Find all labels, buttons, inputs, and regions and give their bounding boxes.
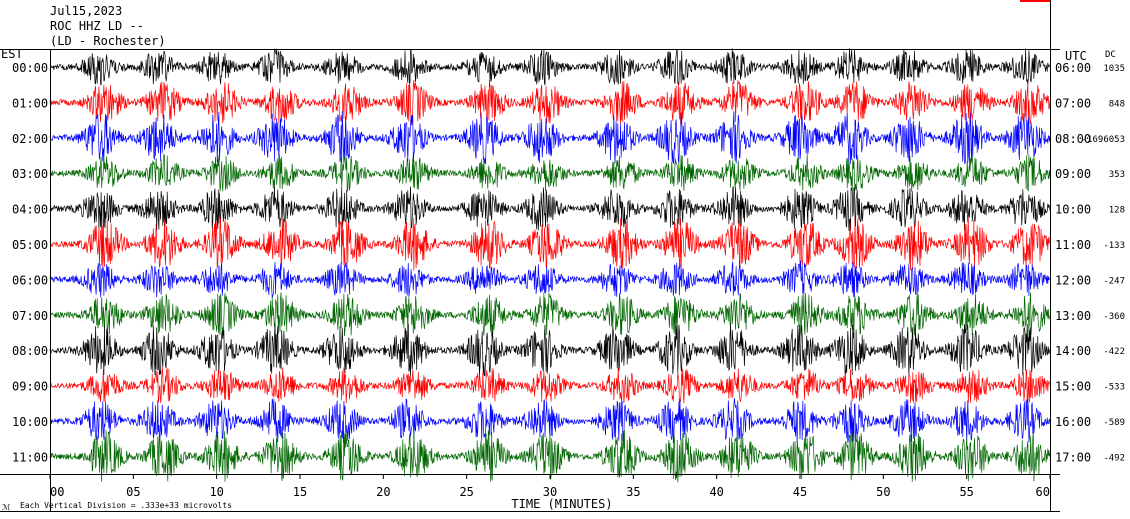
utc-label-6: 12:00 [1055, 273, 1091, 287]
x-tick-label-8: 40 [709, 485, 723, 499]
est-label-7: 07:00 [12, 309, 48, 323]
trace-row-9 [49, 367, 1051, 404]
utc-hour-labels: 06:00 07:00 08:00 09:00 10:00 11:00 12:00 13:00… [1055, 61, 1091, 464]
utc-label-11: 17:00 [1055, 450, 1091, 464]
x-tick-label-4: 20 [376, 485, 390, 499]
utc-label-9: 15:00 [1055, 380, 1091, 394]
utc-label-5: 11:00 [1055, 238, 1091, 252]
dc-label-11: -492 [1103, 453, 1125, 463]
title-line-date: Jul15,2023 [50, 4, 122, 18]
dc-label-7: -360 [1103, 312, 1125, 322]
est-label-2: 02:00 [12, 132, 48, 146]
est-label-6: 06:00 [12, 273, 48, 287]
top-right-marker [1020, 0, 1050, 2]
x-tick-label-0: 00 [50, 485, 64, 499]
est-label-4: 04:00 [12, 203, 48, 217]
dc-label-5: -133 [1103, 241, 1125, 251]
x-axis-label: TIME (MINUTES) [511, 497, 612, 511]
trace-row-8 [49, 323, 1051, 377]
dc-label-0: 1035 [1103, 64, 1125, 74]
est-label-11: 11:00 [12, 450, 48, 464]
trace-row-2 [49, 110, 1051, 165]
left-axis-label: EST [1, 47, 23, 61]
utc-label-10: 16:00 [1055, 415, 1091, 429]
dc-label-1: 848 [1109, 99, 1125, 109]
dc-label-4: 128 [1109, 206, 1125, 216]
est-label-8: 08:00 [12, 344, 48, 358]
x-axis-ticks: 00 05 10 15 20 25 30 35 40 45 50 55 60 [49, 474, 1051, 499]
trace-row-7 [49, 292, 1051, 337]
est-label-9: 09:00 [12, 380, 48, 394]
x-tick-label-3: 15 [293, 485, 307, 499]
header: Jul15,2023 ROC HHZ LD -- (LD - Rochester… [1, 4, 1116, 63]
utc-label-8: 14:00 [1055, 344, 1091, 358]
utc-label-1: 07:00 [1055, 96, 1091, 110]
dc-label: DC [1105, 50, 1116, 60]
est-label-10: 10:00 [12, 415, 48, 429]
dc-label-8: -422 [1103, 347, 1125, 357]
est-label-3: 03:00 [12, 167, 48, 181]
footer-scale-note: Each Vertical Division = .333e+33 microv… [20, 501, 232, 510]
dc-label-10: -589 [1103, 418, 1125, 428]
x-tick-label-9: 45 [793, 485, 807, 499]
trace-row-6 [49, 260, 1051, 298]
title-line-location: (LD - Rochester) [50, 34, 166, 48]
utc-label-7: 13:00 [1055, 309, 1091, 323]
dc-offset-labels: 1035 848 -1696053 353 128 -133 -247 -360 -422 -53… [1082, 64, 1125, 463]
utc-label-4: 10:00 [1055, 203, 1091, 217]
x-tick-label-11: 55 [959, 485, 973, 499]
est-label-5: 05:00 [12, 238, 48, 252]
dc-label-3: 353 [1109, 170, 1125, 180]
utc-label-0: 06:00 [1055, 61, 1091, 75]
dc-label-2: -1696053 [1082, 135, 1125, 145]
footer-mark: ℳ [2, 503, 11, 512]
right-axis-label: UTC [1065, 49, 1087, 63]
est-label-0: 00:00 [12, 61, 48, 75]
x-tick-label-10: 50 [876, 485, 890, 499]
trace-row-0 [49, 48, 1051, 86]
est-label-1: 01:00 [12, 96, 48, 110]
trace-row-1 [49, 79, 1051, 125]
x-tick-label-2: 10 [209, 485, 223, 499]
dc-label-6: -247 [1103, 276, 1125, 286]
x-tick-label-5: 25 [459, 485, 473, 499]
x-tick-label-1: 05 [126, 485, 140, 499]
utc-label-3: 09:00 [1055, 167, 1091, 181]
trace-row-10 [49, 398, 1051, 444]
dc-label-9: -533 [1103, 383, 1125, 393]
x-tick-label-6: 30 [543, 485, 557, 499]
x-tick-label-7: 35 [626, 485, 640, 499]
est-hour-labels: 00:00 01:00 02:00 03:00 04:00 05:00 06:00 07:00… [12, 61, 48, 464]
trace-row-4 [49, 186, 1051, 231]
trace-row-5 [49, 217, 1051, 271]
title-line-station: ROC HHZ LD -- [50, 19, 144, 33]
x-tick-label-12: 60 [1036, 485, 1050, 499]
utc-label-2: 08:00 [1055, 132, 1091, 146]
trace-row-3 [49, 153, 1051, 192]
